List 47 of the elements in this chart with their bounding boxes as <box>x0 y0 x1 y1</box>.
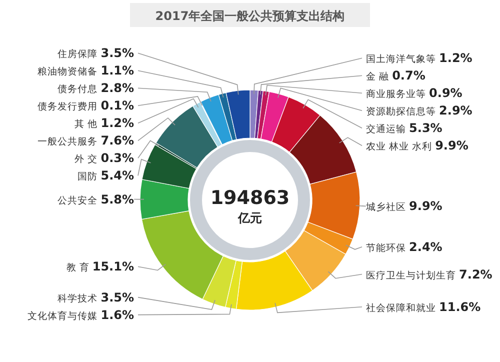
data-label: 1.1% <box>100 64 134 78</box>
data-label: 5.8% <box>100 192 134 206</box>
slice-label: 债务付息 <box>58 83 101 96</box>
slice-label: 教 育 <box>66 262 92 274</box>
chart-title: 2017年全国一般公共预算支出结构 <box>155 9 345 23</box>
slice-label: 其 他 <box>74 118 101 130</box>
slice-label: 农业 林业 水利 <box>366 140 436 153</box>
data-label: 1.2% <box>439 51 472 66</box>
data-label: 3.5% <box>100 46 134 60</box>
data-label: 5.4% <box>100 168 134 183</box>
data-label: 3.5% <box>100 290 134 304</box>
slice-label: 科学技术 <box>58 292 101 304</box>
data-label: 0.9% <box>429 86 462 100</box>
slice-label: 文化体育与传媒 <box>28 310 101 322</box>
data-label: 2.8% <box>100 81 134 96</box>
slice-label: 社会保障和就业 <box>366 302 440 314</box>
data-label: 1.6% <box>100 308 134 322</box>
slice-label: 商业服务业等 <box>366 88 430 100</box>
slice-label: 国防 <box>78 170 101 183</box>
data-label: 9.9% <box>409 198 442 213</box>
data-label: 1.2% <box>100 116 134 130</box>
slice-label: 金 融 <box>366 70 392 83</box>
slice-label: 粮油物资储备 <box>38 66 101 78</box>
data-label: 11.6% <box>439 300 481 314</box>
slice-label: 国土海洋气象等 <box>366 53 440 66</box>
slice-label: 交通运输 <box>366 123 410 136</box>
slice-label: 资源勘探信息等 <box>366 106 440 118</box>
data-label: 15.1% <box>92 260 134 274</box>
data-label: 5.3% <box>409 121 442 136</box>
slice-label: 城乡社区 <box>365 200 410 213</box>
slice-label: 外 交 <box>74 153 101 166</box>
slice-label: 债务发行费用 <box>38 100 101 113</box>
slice-label: 公共安全 <box>58 194 101 206</box>
data-label: 0.1% <box>100 98 134 113</box>
data-label: 2.4% <box>409 240 442 254</box>
data-label: 7.2% <box>459 267 492 282</box>
slice-label: 住房保障 <box>58 48 101 60</box>
slice-label: 节能环保 <box>366 242 410 254</box>
data-label: 0.7% <box>392 68 426 83</box>
data-label: 7.6% <box>100 134 134 148</box>
text: 亿元 <box>237 211 262 225</box>
text: 194863 <box>210 187 290 209</box>
slice-label: 医疗卫生与计划生育 <box>366 269 460 282</box>
data-label: 2.9% <box>439 104 472 118</box>
slice-label: 一般公共服务 <box>38 136 101 148</box>
data-label: 0.3% <box>100 151 134 166</box>
data-label: 9.9% <box>435 138 468 153</box>
